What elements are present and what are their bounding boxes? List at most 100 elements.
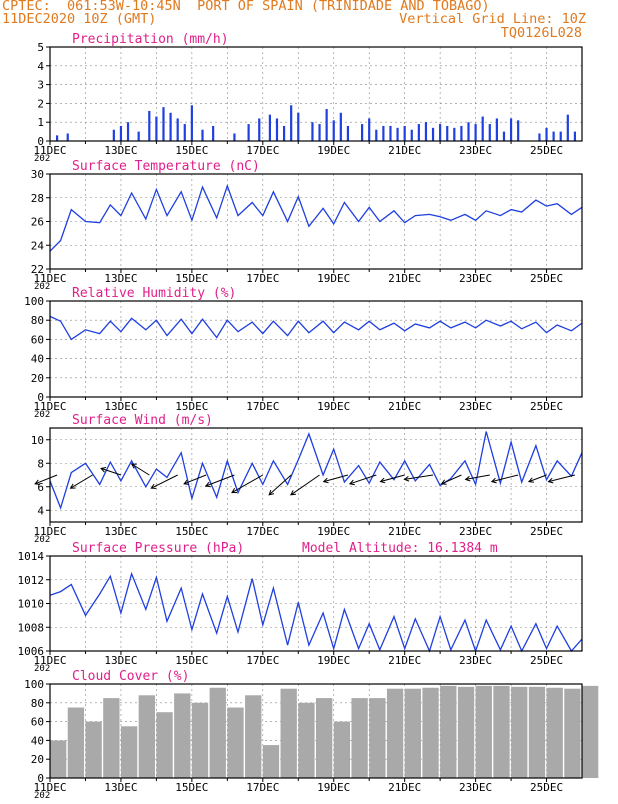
cloud-bar — [582, 685, 599, 778]
panel-frame — [49, 555, 583, 652]
x-tick-label: 23DEC — [459, 654, 492, 667]
header-model-id: TQ0126L028 — [500, 25, 582, 41]
panel-title: Surface Pressure (hPa) — [72, 541, 244, 556]
x-tick-label: 23DEC — [459, 525, 492, 538]
precip-bar — [382, 125, 385, 141]
y-tick-label: 40 — [31, 353, 44, 366]
y-tick-label: 2 — [37, 97, 44, 110]
panel-pressure: 1006 1008 1010 1012 1014 11DEC 13DEC 15DEC 17DEC… — [18, 541, 583, 674]
x-tick-label: 19DEC — [317, 781, 350, 794]
x-tick-label: 17DEC — [246, 781, 279, 794]
x-tick-label: 25DEC — [530, 525, 563, 538]
wind-vector — [183, 474, 207, 485]
series-line-wind — [49, 431, 583, 510]
y-tick-label: 20 — [31, 372, 44, 385]
cloud-bar — [564, 688, 581, 778]
x-tick-label: 17DEC — [246, 525, 279, 538]
x-tick-label: 11DEC — [33, 144, 66, 157]
cloud-bar — [457, 686, 475, 778]
wind-vector-head — [379, 477, 386, 484]
precip-bar — [538, 133, 541, 141]
precip-bar — [233, 133, 236, 141]
cloud-bar — [475, 685, 492, 778]
panel-frame — [49, 300, 583, 398]
panel-temp: 22 24 26 28 30 11DEC 13DEC 15DEC 17DEC 19DEC 21DEC… — [31, 159, 583, 292]
precip-bar — [332, 120, 335, 141]
x-tick-label: 15DEC — [175, 272, 208, 285]
wind-vector-head — [130, 463, 137, 469]
precip-bar — [55, 135, 59, 141]
x-tick-label: 21DEC — [388, 144, 421, 157]
x-tick-label: 15DEC — [175, 525, 208, 538]
precip-bar — [346, 125, 350, 141]
cloud-bar — [528, 686, 546, 778]
wind-vector — [380, 474, 405, 483]
cloud-bar — [369, 698, 386, 778]
x-tick-label: 15DEC — [175, 781, 208, 794]
x-tick-label: 25DEC — [530, 781, 563, 794]
cloud-bar — [67, 707, 85, 778]
precip-bar — [566, 114, 569, 141]
x-tick-label: 19DEC — [317, 654, 350, 667]
cloud-bar — [85, 721, 102, 778]
panel-frame — [49, 683, 583, 779]
wind-vector-head — [440, 479, 447, 485]
y-tick-label: 1008 — [18, 621, 45, 634]
y-tick-label: 80 — [31, 314, 44, 327]
wind-vector — [404, 474, 434, 480]
y-tick-label: 5 — [37, 41, 44, 54]
y-tick-label: 40 — [31, 734, 44, 747]
wind-vector-head — [322, 477, 329, 484]
precip-bar — [424, 122, 428, 141]
year-label: 202 — [34, 791, 50, 800]
wind-vector-head — [34, 479, 41, 485]
y-tick-label: 3 — [37, 79, 44, 92]
precip-bar — [410, 129, 413, 141]
x-tick-label: 15DEC — [175, 654, 208, 667]
precip-bar — [559, 131, 562, 141]
year-label: 202 — [34, 154, 50, 164]
x-tick-label: 11DEC — [33, 400, 66, 413]
y-tick-label: 8 — [37, 457, 44, 470]
x-tick-label: 21DEC — [388, 525, 421, 538]
precip-bar — [119, 125, 123, 141]
precip-bar — [148, 110, 151, 141]
y-tick-label: 22 — [31, 263, 44, 276]
x-tick-label: 13DEC — [104, 144, 137, 157]
wind-vector — [349, 474, 377, 485]
panel-title: Surface Wind (m/s) — [72, 413, 213, 428]
cloud-bar — [422, 687, 439, 778]
x-tick-label: 11DEC — [33, 525, 66, 538]
wind-vector — [268, 474, 292, 496]
precip-bar — [403, 125, 406, 141]
cloud-bar — [103, 698, 120, 778]
cloud-bar — [280, 688, 297, 778]
series-line-rh — [49, 315, 583, 341]
precip-bar — [509, 118, 513, 141]
cloud-bar — [351, 698, 368, 778]
precip-bar — [66, 133, 69, 141]
cloud-bar — [156, 712, 173, 778]
cloud-bar — [120, 726, 138, 778]
precip-bar — [474, 124, 477, 141]
wind-vector — [231, 474, 264, 494]
wind-vector — [441, 474, 462, 485]
precip-bar — [495, 118, 498, 141]
y-tick-label: 1 — [37, 116, 44, 129]
header-run-time: 11DEC2020 10Z (GMT) — [2, 11, 157, 27]
y-tick-label: 80 — [31, 697, 44, 710]
precip-bar — [137, 131, 140, 141]
wind-vector — [465, 474, 490, 480]
wind-vector-head — [490, 477, 497, 484]
year-label: 202 — [34, 535, 50, 545]
y-tick-label: 24 — [31, 239, 45, 252]
precip-bar — [325, 109, 328, 141]
y-tick-label: 1006 — [18, 645, 45, 658]
x-tick-label: 21DEC — [388, 272, 421, 285]
precip-bar — [439, 124, 442, 141]
precip-bar — [155, 116, 158, 141]
y-tick-label: 60 — [31, 333, 44, 346]
wind-vector-head — [403, 475, 410, 482]
